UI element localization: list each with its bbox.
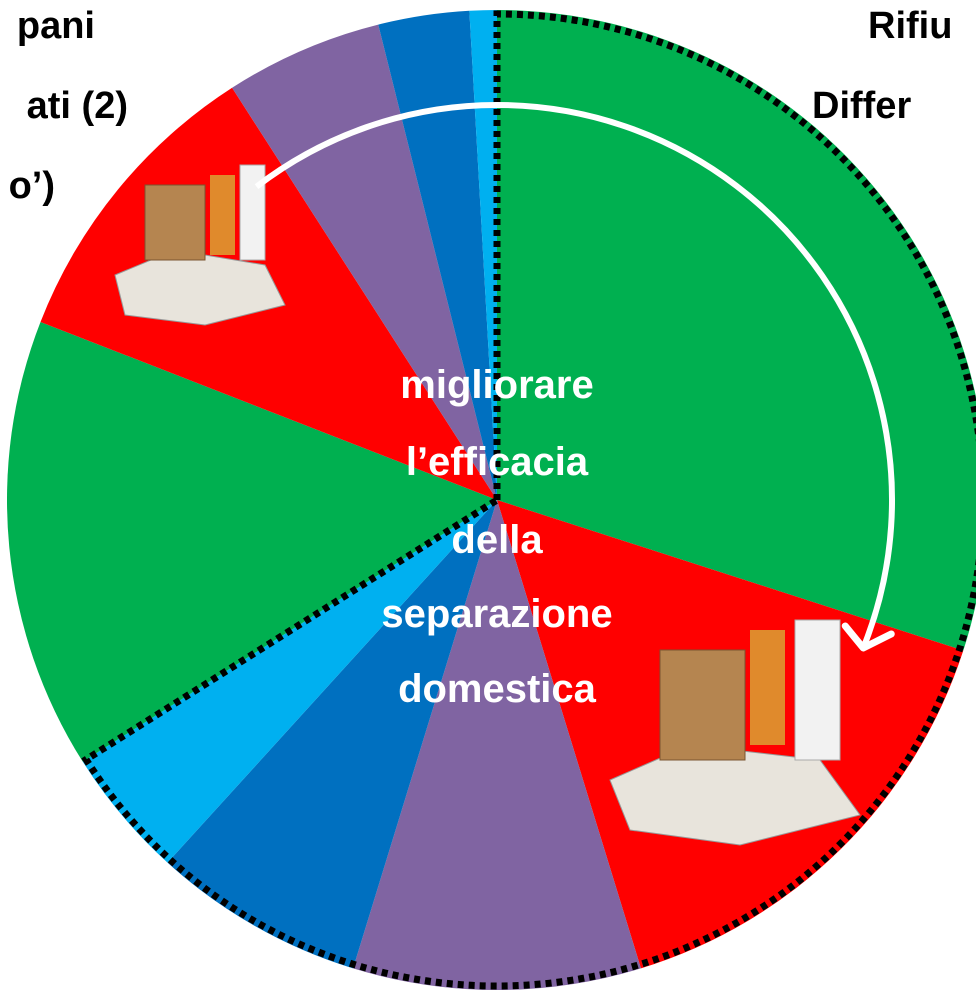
label-line: pani xyxy=(17,5,95,47)
label-line: Rifiu xyxy=(868,5,952,47)
center-line: domestica xyxy=(398,667,597,711)
center-line: l’efficacia xyxy=(406,440,589,484)
label-line: ati (2) xyxy=(27,85,128,127)
page: {"chart_data": {"type": "pie", "values":… xyxy=(0,0,976,997)
center-line: della xyxy=(451,518,543,562)
center-line: migliorare xyxy=(400,363,593,407)
label-line: Differ xyxy=(812,85,911,127)
center-line: separazione xyxy=(381,592,612,636)
chart: pani ati (2) o’) Rifiu Differ migliorare… xyxy=(0,0,976,997)
left-label: pani ati (2) o’) xyxy=(9,5,128,207)
label-line: o’) xyxy=(9,165,55,207)
right-label: Rifiu Differ xyxy=(812,5,952,127)
